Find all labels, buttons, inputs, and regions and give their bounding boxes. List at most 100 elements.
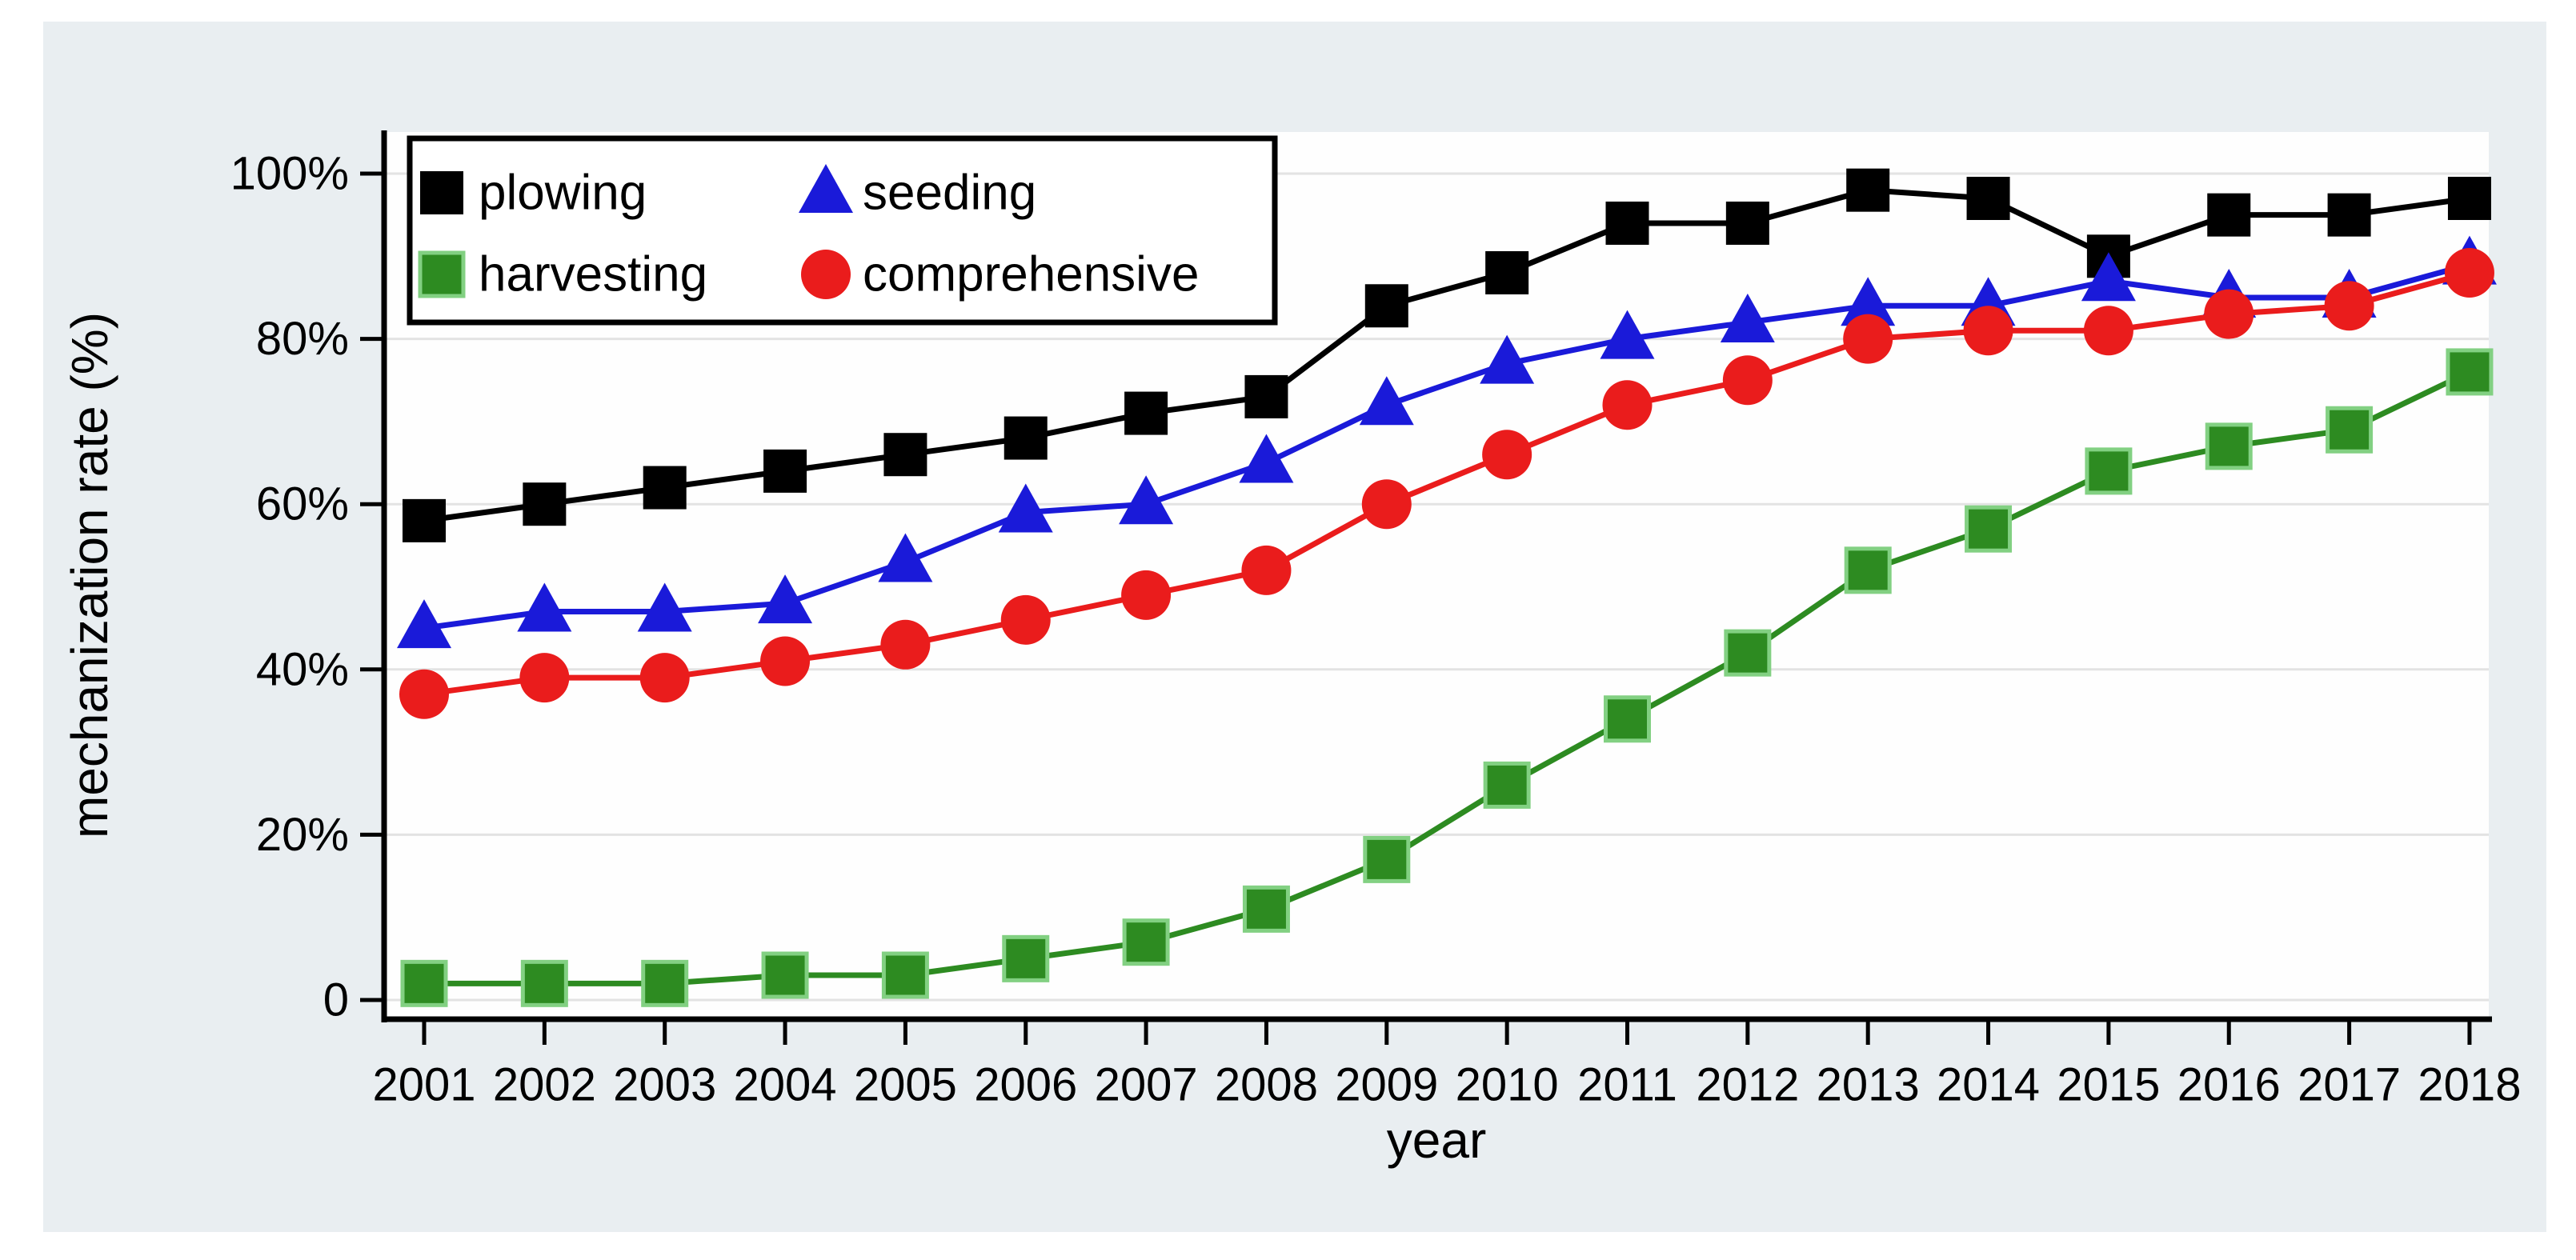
marker-comprehensive-2012 (1722, 355, 1773, 406)
marker-harvesting-2012 (1724, 629, 1772, 677)
x-tick-label-2004: 2004 (734, 1059, 837, 1111)
series-plowing (403, 168, 2491, 542)
marker-plowing-2010 (1485, 250, 1529, 294)
y-tick-label-80: 80% (256, 313, 349, 365)
marker-harvesting-2010 (1483, 761, 1531, 809)
x-tick-label-2008: 2008 (1215, 1059, 1318, 1111)
x-tick-label-2003: 2003 (613, 1059, 716, 1111)
marker-plowing-2013 (1846, 168, 1890, 212)
marker-plowing-2001 (403, 498, 446, 542)
x-tick-label-2012: 2012 (1696, 1059, 1799, 1111)
marker-plowing-2003 (643, 466, 687, 510)
marker-harvesting-2002 (520, 959, 568, 1007)
marker-comprehensive-2009 (1361, 479, 1412, 530)
marker-comprehensive-2003 (639, 653, 690, 703)
marker-plowing-2012 (1725, 201, 1769, 245)
marker-harvesting-2001 (400, 959, 448, 1007)
marker-comprehensive-2004 (760, 636, 811, 686)
y-tick-label-40: 40% (256, 643, 349, 695)
x-tick-label-2017: 2017 (2298, 1059, 2401, 1111)
marker-harvesting-2005 (881, 951, 929, 999)
marker-plowing-2009 (1364, 284, 1408, 328)
x-tick-label-2014: 2014 (1937, 1059, 2040, 1111)
marker-plowing-2006 (1004, 416, 1048, 460)
x-tick-label-2013: 2013 (1817, 1059, 1920, 1111)
marker-seeding-2008 (1239, 434, 1294, 483)
legend-label-plowing: plowing (479, 166, 647, 221)
marker-comprehensive-2002 (519, 653, 570, 703)
marker-harvesting-2014 (1965, 505, 2013, 553)
marker-seeding-2010 (1480, 334, 1535, 384)
marker-comprehensive-2016 (2204, 289, 2254, 339)
x-axis-title: year (1386, 1111, 1487, 1169)
marker-comprehensive-2011 (1602, 380, 1653, 430)
legend: plowing seeding harvesting comprehensive (407, 135, 1278, 326)
y-axis-title: mechanization rate (%) (61, 311, 118, 839)
y-axis: 0 20% 40% 60% 80% 100% (230, 148, 384, 1026)
marker-comprehensive-2007 (1121, 570, 1172, 620)
legend-label-harvesting: harvesting (479, 247, 707, 302)
legend-label-comprehensive: comprehensive (863, 247, 1199, 302)
marker-harvesting-2013 (1844, 546, 1892, 594)
marker-seeding-2001 (397, 599, 451, 649)
x-tick-label-2005: 2005 (854, 1059, 957, 1111)
x-tick-label-2011: 2011 (1577, 1059, 1677, 1111)
legend-marker-comprehensive (801, 250, 851, 299)
marker-seeding-2007 (1119, 475, 1174, 525)
marker-plowing-2017 (2327, 193, 2371, 237)
y-tick-label-0: 0 (323, 974, 349, 1026)
marker-seeding-2002 (517, 582, 572, 632)
legend-marker-plowing (420, 171, 463, 214)
x-tick-label-2016: 2016 (2177, 1059, 2281, 1111)
marker-harvesting-2004 (761, 951, 809, 999)
marker-seeding-2003 (637, 582, 692, 632)
marker-seeding-2011 (1600, 310, 1655, 359)
marker-harvesting-2009 (1363, 835, 1411, 883)
x-tick-label-2007: 2007 (1095, 1059, 1198, 1111)
marker-harvesting-2007 (1122, 918, 1170, 966)
marker-harvesting-2011 (1604, 695, 1651, 743)
marker-seeding-2009 (1359, 376, 1414, 426)
marker-seeding-2004 (758, 574, 813, 624)
x-tick-label-2010: 2010 (1456, 1059, 1559, 1111)
marker-plowing-2008 (1244, 374, 1288, 418)
marker-comprehensive-2005 (880, 619, 931, 670)
marker-plowing-2004 (763, 449, 807, 493)
marker-harvesting-2003 (641, 959, 689, 1007)
x-tick-label-2018: 2018 (2418, 1059, 2521, 1111)
marker-plowing-2018 (2447, 176, 2491, 220)
series-seeding-line (423, 262, 2470, 631)
marker-plowing-2002 (523, 482, 567, 526)
series-comprehensive (399, 247, 2494, 719)
x-axis: 2001 2002 2003 2004 2005 2006 2007 2008 2009 2010… (372, 1019, 2521, 1111)
y-tick-label-60: 60% (256, 478, 349, 530)
marker-comprehensive-2008 (1241, 545, 1292, 595)
marker-seeding-2005 (878, 533, 933, 582)
legend-marker-harvesting (418, 250, 466, 298)
marker-comprehensive-2013 (1843, 314, 1893, 364)
marker-plowing-2016 (2207, 193, 2251, 237)
marker-comprehensive-2018 (2444, 247, 2494, 298)
y-tick-label-20: 20% (256, 809, 349, 861)
marker-harvesting-2016 (2205, 422, 2253, 470)
marker-seeding-2013 (1841, 277, 1896, 326)
marker-plowing-2005 (883, 433, 927, 477)
marker-seeding-2015 (2081, 252, 2136, 302)
x-tick-label-2001: 2001 (372, 1059, 475, 1111)
marker-seeding-2006 (998, 483, 1053, 533)
marker-harvesting-2018 (2446, 348, 2494, 396)
legend-label-seeding: seeding (863, 166, 1036, 221)
legend-marker-seeding (799, 164, 853, 213)
marker-comprehensive-2010 (1482, 430, 1532, 480)
marker-comprehensive-2014 (1963, 306, 2013, 356)
marker-plowing-2014 (1966, 176, 2010, 220)
marker-harvesting-2008 (1242, 885, 1290, 933)
marker-comprehensive-2015 (2083, 306, 2133, 356)
marker-plowing-2011 (1605, 201, 1649, 245)
series-harvesting (400, 348, 2494, 1007)
marker-comprehensive-2001 (399, 669, 449, 719)
x-tick-label-2006: 2006 (974, 1059, 1077, 1111)
marker-harvesting-2017 (2326, 406, 2374, 454)
